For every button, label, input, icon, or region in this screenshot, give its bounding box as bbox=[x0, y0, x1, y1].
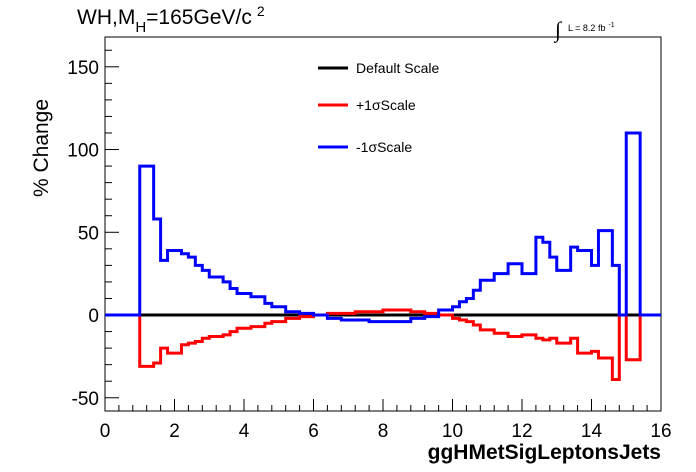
legend-label: Default Scale bbox=[356, 60, 439, 76]
x-axis: 0 2 4 6 8 10 12 14 16 bbox=[100, 399, 672, 442]
y-tick-label: -50 bbox=[72, 389, 99, 410]
y-axis-title: % Change bbox=[30, 99, 53, 197]
title-rest: =165GeV/c bbox=[146, 6, 252, 29]
series-layer bbox=[105, 131, 661, 382]
x-tick-label: 10 bbox=[442, 421, 463, 442]
title-main: WH,M bbox=[77, 6, 135, 29]
title-subscript: H bbox=[135, 19, 146, 36]
y-tick-label: 0 bbox=[88, 306, 99, 327]
x-tick-label: 0 bbox=[100, 421, 111, 442]
x-tick-label: 12 bbox=[511, 421, 532, 442]
x-tick-label: 2 bbox=[169, 421, 180, 442]
legend-label: -1σScale bbox=[356, 139, 412, 155]
lumi-label: L = 8.2 fb -1 bbox=[568, 22, 615, 33]
title-superscript: 2 bbox=[257, 3, 265, 19]
y-axis: -50 0 50 100 150 bbox=[67, 49, 119, 410]
plot-frame bbox=[104, 36, 662, 412]
x-tick-label: 6 bbox=[308, 421, 319, 442]
x-tick-label: 8 bbox=[378, 421, 389, 442]
lumi-superscript: -1 bbox=[608, 22, 614, 29]
x-tick-label: 16 bbox=[650, 421, 671, 442]
y-tick-label: 150 bbox=[67, 58, 99, 79]
lumi-integral-icon: ∫ bbox=[553, 17, 563, 43]
y-tick-label: 50 bbox=[78, 223, 99, 244]
x-tick-label: 14 bbox=[581, 421, 603, 442]
x-axis-title: ggHMetSigLeptonsJets bbox=[428, 441, 661, 464]
legend-label: +1σScale bbox=[356, 97, 416, 113]
chart-title: WH,MH=165GeV/c 2 bbox=[77, 3, 265, 36]
legend: Default Scale +1σScale -1σScale bbox=[318, 60, 439, 155]
x-tick-label: 4 bbox=[239, 421, 250, 442]
series-line-2 bbox=[105, 131, 661, 324]
series-line-1 bbox=[105, 308, 661, 382]
y-tick-label: 100 bbox=[67, 141, 99, 162]
lumi-text: L = 8.2 fb bbox=[568, 23, 605, 33]
